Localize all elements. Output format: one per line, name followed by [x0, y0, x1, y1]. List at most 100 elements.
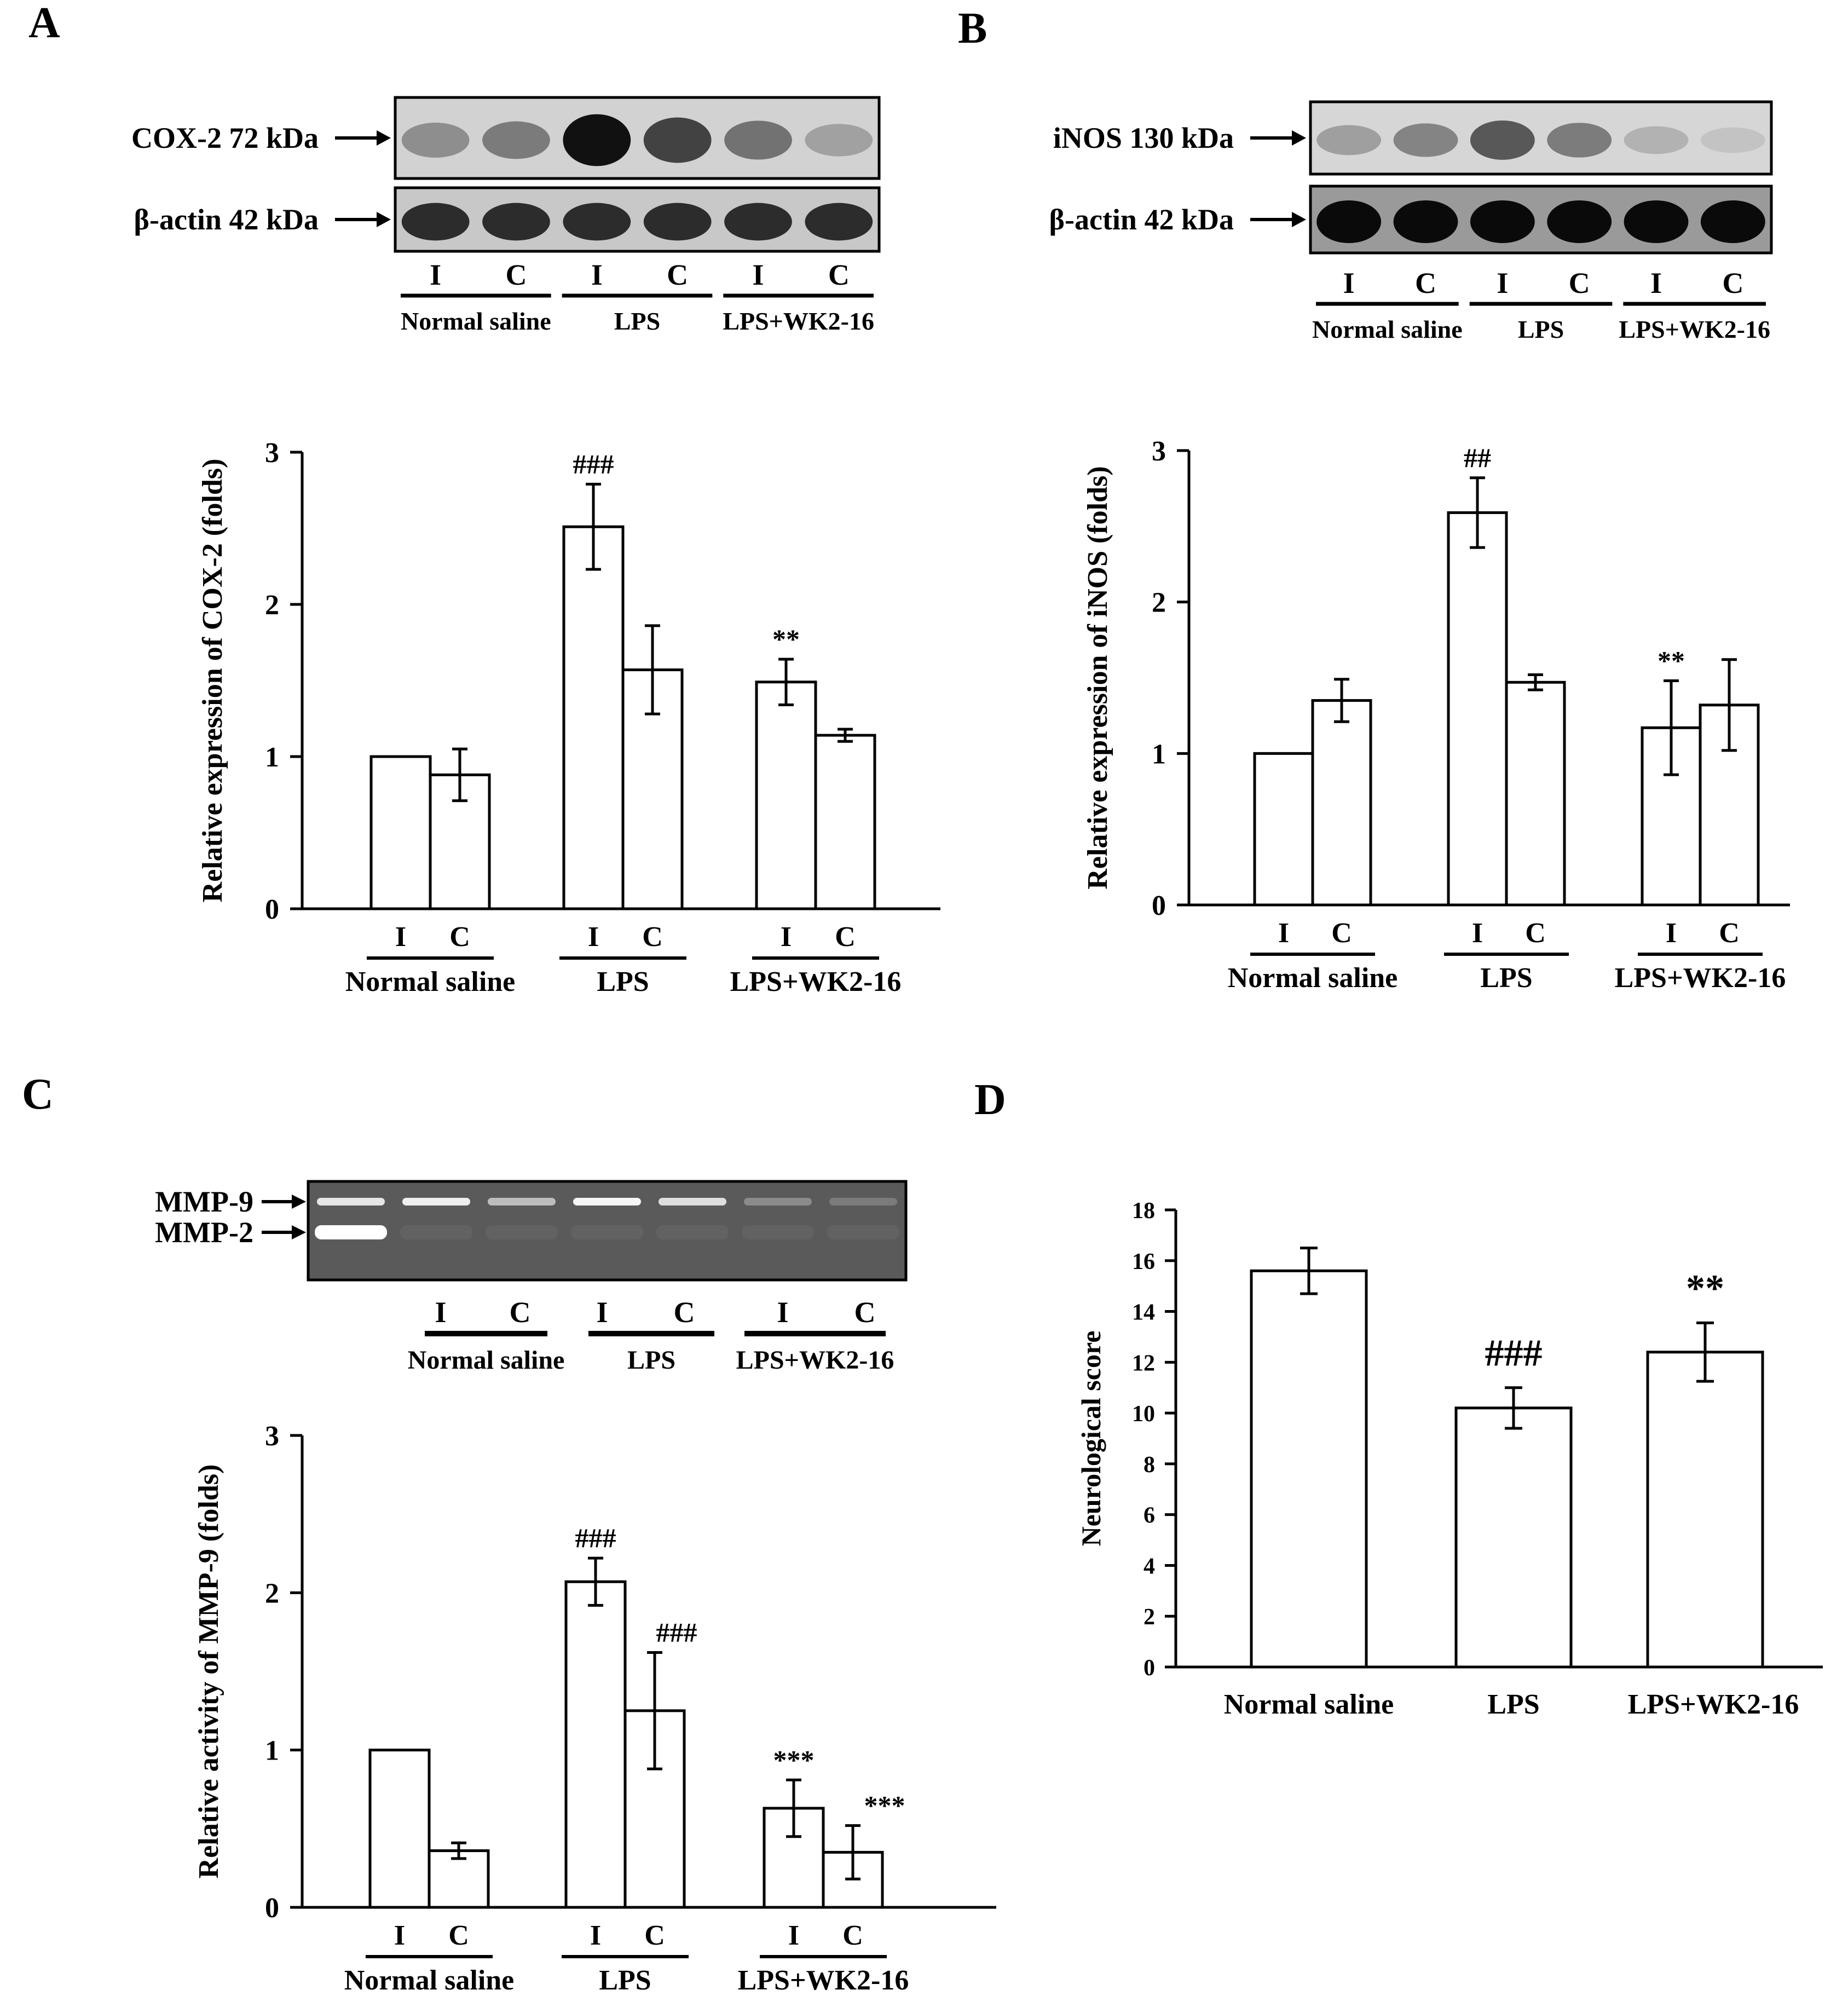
blot-frame [1309, 184, 1773, 255]
y-tick-label: 6 [1144, 1503, 1155, 1529]
group-label: LPS [599, 1965, 651, 1996]
bar [814, 734, 876, 910]
bar-label: I [590, 1920, 601, 1951]
y-tick-label: 8 [1144, 1452, 1155, 1478]
blot-band [401, 123, 470, 158]
blot-band [1700, 127, 1765, 153]
bar-label: I [1278, 918, 1289, 949]
category-label: Normal saline [1224, 1689, 1394, 1720]
lane-label: C [506, 258, 527, 291]
significance-label: ## [1464, 442, 1491, 473]
cox2-bar-chart: 0 1 2 3 Relative expression of COX-2 (folds)… [197, 437, 940, 997]
arrow-head [377, 212, 391, 227]
group-label: LPS [614, 307, 660, 335]
bar-label: C [642, 921, 663, 953]
blot-band [1624, 200, 1689, 244]
mmp9-band [659, 1198, 726, 1206]
y-tick-label: 4 [1144, 1554, 1155, 1579]
inos-western-blot: iNOS 130 kDa β-actin 42 kDa I C I C I C Normal s… [1049, 100, 1773, 343]
group-label: LPS+WK2-16 [723, 307, 874, 335]
cox2-western-blot: COX-2 72 kDa β-actin 42 kDa I C I C I C Normal s… [131, 96, 881, 335]
blot-row-label: β-actin 42 kDa [1049, 203, 1234, 236]
y-tick-label: 10 [1132, 1401, 1155, 1427]
significance-label: ### [573, 448, 614, 479]
group-label: LPS+WK2-16 [738, 1965, 909, 1996]
mmp2-band [656, 1225, 729, 1239]
lane-label: C [667, 258, 688, 291]
significance-label: ** [1686, 1267, 1724, 1310]
bar [368, 1749, 431, 1909]
y-tick-label: 2 [1144, 1605, 1155, 1630]
significance-label: ### [575, 1522, 616, 1553]
blot-frame [394, 186, 881, 253]
group-label: LPS [1480, 962, 1532, 994]
lane-label: I [1497, 267, 1508, 299]
lane-label: I [430, 258, 441, 291]
y-tick-label: 12 [1132, 1351, 1155, 1376]
mmp9-band [744, 1198, 812, 1206]
y-axis-title: Relative expression of iNOS (folds) [1082, 466, 1113, 889]
y-tick-label: 3 [1152, 436, 1166, 467]
gel-row-label: MMP-9 [155, 1185, 253, 1218]
gel-row-label: MMP-2 [155, 1216, 253, 1249]
bar-label: C [1525, 918, 1546, 949]
y-tick-label: 1 [1152, 739, 1166, 770]
lane-label: I [752, 258, 764, 291]
blot-band [1393, 200, 1458, 244]
bar [1454, 1406, 1573, 1669]
mmp9-band [402, 1198, 470, 1206]
blot-row-label: β-actin 42 kDa [134, 203, 319, 236]
blot-band [805, 203, 873, 241]
blot-band [1624, 126, 1689, 154]
neurological-score-bar-chart: 0 2 4 6 8 10 12 14 16 18 Neurological score Normal … [1076, 1198, 1823, 1720]
group-label: Normal saline [1312, 315, 1463, 343]
mmp9-bar-chart: 0 1 2 3 Relative activity of MMP-9 (folds) I C… [193, 1421, 996, 1996]
bar-label: I [1666, 918, 1677, 949]
y-axis-title: Relative activity of MMP-9 (folds) [193, 1464, 224, 1879]
bar [562, 525, 625, 910]
panel-label-b: B [958, 4, 987, 53]
bar-label: I [394, 1920, 405, 1951]
group-label: LPS [627, 1346, 675, 1375]
lane-label: I [591, 258, 603, 291]
bar [1646, 1351, 1764, 1669]
bar [755, 680, 817, 910]
lane-label: I [435, 1296, 446, 1329]
mmp2-band [400, 1225, 472, 1239]
group-label: LPS+WK2-16 [1619, 315, 1770, 343]
bar [1311, 699, 1372, 907]
bar [1250, 1269, 1368, 1669]
group-label: LPS [1518, 315, 1564, 343]
significance-label: ### [1485, 1333, 1543, 1375]
y-tick-label: 2 [265, 1578, 279, 1609]
group-label: LPS+WK2-16 [736, 1346, 894, 1375]
bar-label: C [835, 921, 856, 953]
panel-label-a: A [28, 0, 60, 47]
blot-band [1393, 123, 1458, 157]
blot-frame [394, 96, 881, 180]
bar-label: C [448, 1920, 469, 1951]
bar [1447, 511, 1508, 907]
bar-label: C [842, 1920, 863, 1951]
mmp2-band [315, 1225, 387, 1239]
group-label: LPS+WK2-16 [730, 966, 902, 997]
y-tick-label: 0 [1152, 890, 1166, 921]
significance-label: *** [773, 1744, 815, 1775]
y-tick-label: 0 [265, 894, 279, 925]
mmp2-band [486, 1225, 558, 1239]
bar [1505, 680, 1566, 907]
significance-label: ### [656, 1617, 697, 1648]
mmp2-band [571, 1225, 643, 1239]
y-axis-title: Neurological score [1076, 1331, 1106, 1547]
y-tick-label: 14 [1132, 1300, 1155, 1325]
mmp2-band [827, 1225, 899, 1239]
blot-band [1470, 120, 1535, 160]
lane-label: C [510, 1296, 531, 1329]
y-axis-title: Relative expression of COX-2 (folds) [197, 459, 228, 903]
lane-label: C [1415, 267, 1436, 299]
arrow-head [1292, 212, 1306, 227]
bar-label: I [588, 921, 599, 953]
y-tick-label: 0 [265, 1893, 279, 1924]
blot-band [643, 117, 712, 163]
